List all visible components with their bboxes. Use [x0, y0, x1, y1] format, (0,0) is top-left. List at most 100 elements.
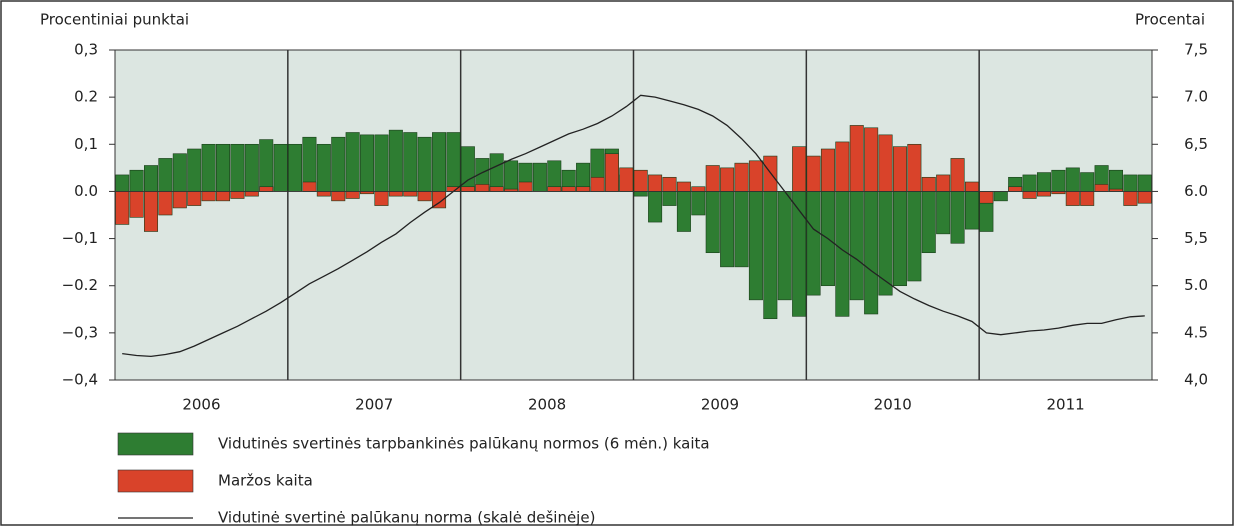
bar — [158, 158, 173, 192]
bar — [921, 176, 936, 192]
bar — [144, 165, 159, 192]
bar — [820, 148, 835, 192]
y-tick-label: 0.0 — [74, 182, 98, 200]
y2-tick-label: 4.5 — [1184, 323, 1208, 341]
y-tick-label: 0,1 — [74, 135, 98, 153]
bar — [129, 169, 144, 192]
legend-swatch — [117, 469, 194, 493]
bar — [561, 186, 576, 192]
bar — [720, 191, 735, 268]
bar — [777, 191, 792, 301]
bar — [1094, 184, 1109, 192]
bar — [907, 191, 922, 282]
bar — [691, 186, 706, 192]
bar — [619, 167, 634, 192]
x-tick-label: 2009 — [701, 396, 739, 414]
bar — [1065, 191, 1080, 206]
bar — [288, 143, 303, 192]
bar — [1051, 169, 1066, 192]
bar — [216, 191, 231, 202]
bar — [129, 191, 144, 218]
plot-border — [114, 49, 1153, 381]
bar — [460, 146, 475, 192]
bar — [244, 191, 259, 197]
bar — [302, 181, 317, 192]
bar — [1123, 191, 1138, 206]
bar — [244, 143, 259, 192]
bar — [388, 129, 403, 192]
bar — [316, 191, 331, 197]
y-tick-label: −0,1 — [62, 229, 98, 247]
bar — [1108, 169, 1123, 192]
bar — [1065, 167, 1080, 192]
x-tick-label: 2011 — [1046, 396, 1084, 414]
bar — [230, 191, 245, 199]
bar — [259, 186, 274, 192]
bar — [806, 155, 821, 192]
y-tick-label: −0,3 — [62, 323, 98, 341]
bar — [964, 181, 979, 192]
bar — [374, 134, 389, 192]
bar — [835, 191, 850, 317]
y-axis-label: Procentiniai punktai — [40, 11, 189, 29]
bar — [763, 191, 778, 320]
bar — [892, 191, 907, 287]
legend-label: Maržos kaita — [218, 472, 313, 490]
y2-tick-label: 4,0 — [1184, 371, 1208, 389]
legend-label: Vidutinė svertinė palūkanų norma (skalė … — [218, 509, 595, 527]
bar — [864, 191, 879, 315]
bar — [273, 143, 288, 192]
bar — [1036, 172, 1051, 192]
bar — [792, 146, 807, 192]
bar — [648, 191, 663, 223]
bar — [1080, 191, 1095, 206]
bar — [331, 191, 346, 202]
y-tick-label: −0.2 — [62, 276, 98, 294]
bar — [417, 191, 432, 202]
bar — [662, 176, 677, 192]
bar — [936, 191, 951, 235]
bar — [633, 191, 648, 197]
legend-label: Vidutinės svertinės tarpbankinės palūkan… — [218, 435, 710, 453]
y2-tick-label: 5.0 — [1184, 276, 1208, 294]
bar — [604, 153, 619, 192]
line — [122, 94, 1145, 358]
bar — [475, 184, 490, 192]
bar — [201, 191, 216, 202]
bar — [734, 162, 749, 192]
bar — [907, 143, 922, 192]
bar — [144, 191, 159, 232]
bar — [259, 139, 274, 192]
bar — [849, 125, 864, 192]
bar — [633, 169, 648, 192]
bar — [187, 148, 202, 192]
bar — [115, 174, 130, 192]
x-tick-label: 2006 — [182, 396, 220, 414]
bar — [835, 141, 850, 192]
bar — [950, 158, 965, 192]
bar — [950, 191, 965, 244]
y-tick-label: 0.2 — [74, 88, 98, 106]
y2-tick-label: 7.0 — [1184, 88, 1208, 106]
bar — [432, 132, 447, 192]
bar — [547, 186, 562, 192]
x-tick-label: 2008 — [528, 396, 566, 414]
legend-swatch — [117, 432, 194, 456]
bar — [1008, 186, 1023, 192]
bar — [878, 134, 893, 192]
bar — [1123, 174, 1138, 192]
y-tick-label: 0,3 — [74, 41, 98, 59]
bar — [878, 191, 893, 296]
bar — [172, 153, 187, 192]
bar — [345, 191, 360, 199]
bar — [489, 186, 504, 192]
bar — [676, 191, 691, 232]
bar — [172, 191, 187, 209]
bar — [374, 191, 389, 206]
x-tick-label: 2007 — [355, 396, 393, 414]
y-tick-label: −0,4 — [62, 371, 98, 389]
bar — [403, 132, 418, 192]
bar — [691, 191, 706, 216]
bar — [576, 186, 591, 192]
